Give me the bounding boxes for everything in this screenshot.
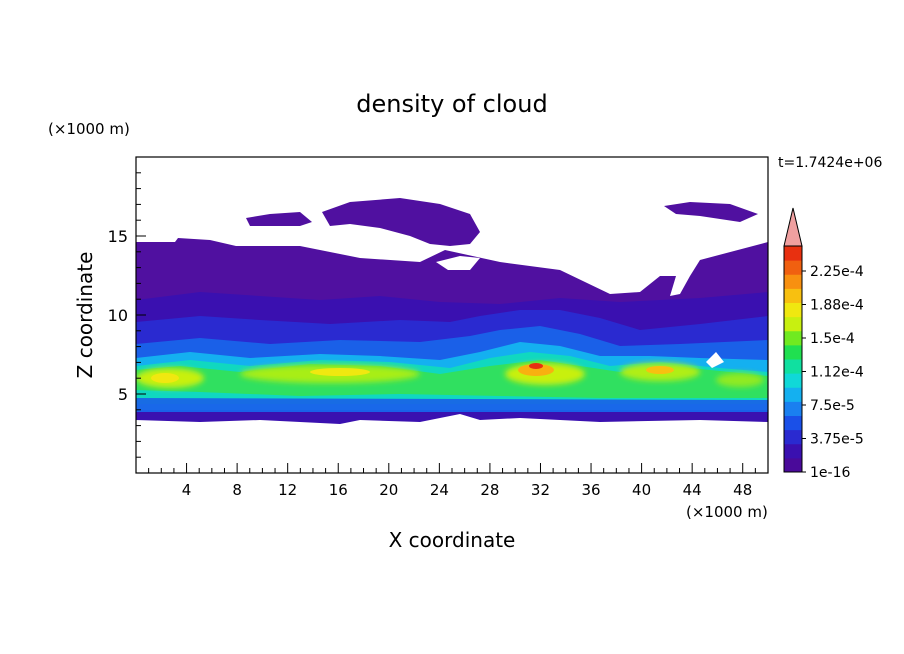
- colorbar-swatch: [784, 288, 802, 303]
- x-tick-label: 40: [632, 481, 651, 499]
- y-axis-label: Z coordinate: [73, 252, 97, 379]
- x-tick-label: 4: [182, 481, 192, 499]
- x-tick-label: 8: [232, 481, 242, 499]
- x-tick-label: 12: [278, 481, 297, 499]
- chart-title: density of cloud: [356, 90, 547, 118]
- colorbar-swatch: [784, 457, 802, 473]
- colorbar-swatch: [784, 260, 802, 275]
- x-tick-label: 28: [480, 481, 499, 499]
- colorbar-swatch: [784, 246, 802, 261]
- colorbar-swatch: [784, 401, 802, 416]
- colorbar-frame: [783, 245, 803, 473]
- x-axis-ticks: 4 8 12 16 20 24 28 32 36 40 44 48: [148, 463, 756, 499]
- y-tick-label: 15: [108, 227, 128, 246]
- colorbar-swatch: [784, 330, 802, 346]
- colorbar-swatch: [784, 443, 802, 459]
- colorbar-label: 1e-16: [810, 465, 850, 481]
- x-tick-label: 32: [531, 481, 550, 499]
- x-unit-label: (×1000 m): [686, 503, 768, 521]
- colorbar-label: 2.25e-4: [810, 264, 864, 280]
- colorbar-swatch: [784, 429, 802, 445]
- x-tick-label: 44: [683, 481, 702, 499]
- contour-field: [136, 198, 768, 473]
- x-tick-label: 48: [733, 481, 752, 499]
- colorbar-swatch: [784, 344, 802, 360]
- colorbar-label: 1.5e-4: [810, 331, 855, 347]
- x-axis-label: X coordinate: [389, 528, 516, 552]
- time-label: t=1.7424e+06: [778, 155, 882, 171]
- colorbar-label: 7.5e-5: [810, 398, 855, 414]
- colorbar: 2.25e-4 1.88e-4 1.5e-4 1.12e-4 7.5e-5 3.75e-5…: [783, 207, 864, 481]
- colorbar-swatch: [784, 302, 802, 318]
- colorbar-label: 1.12e-4: [810, 365, 864, 381]
- colorbar-swatch: [784, 415, 802, 431]
- x-tick-label: 16: [329, 481, 348, 499]
- colorbar-label: 3.75e-5: [810, 432, 864, 448]
- colorbar-swatch: [784, 387, 802, 402]
- y-tick-label: 5: [118, 385, 128, 404]
- colorbar-swatch: [784, 373, 802, 388]
- y-tick-label: 10: [108, 306, 128, 325]
- x-tick-label: 36: [581, 481, 600, 499]
- colorbar-swatch: [784, 359, 802, 374]
- colorbar-swatch: [784, 274, 802, 289]
- y-axis-ticks: 5 10 15: [108, 172, 146, 458]
- colorbar-label: 1.88e-4: [810, 298, 864, 314]
- x-tick-label: 24: [430, 481, 449, 499]
- colorbar-swatch: [784, 316, 802, 332]
- x-tick-label: 20: [379, 481, 398, 499]
- y-unit-label: (×1000 m): [48, 120, 130, 138]
- colorbar-extend-arrow: [783, 207, 803, 247]
